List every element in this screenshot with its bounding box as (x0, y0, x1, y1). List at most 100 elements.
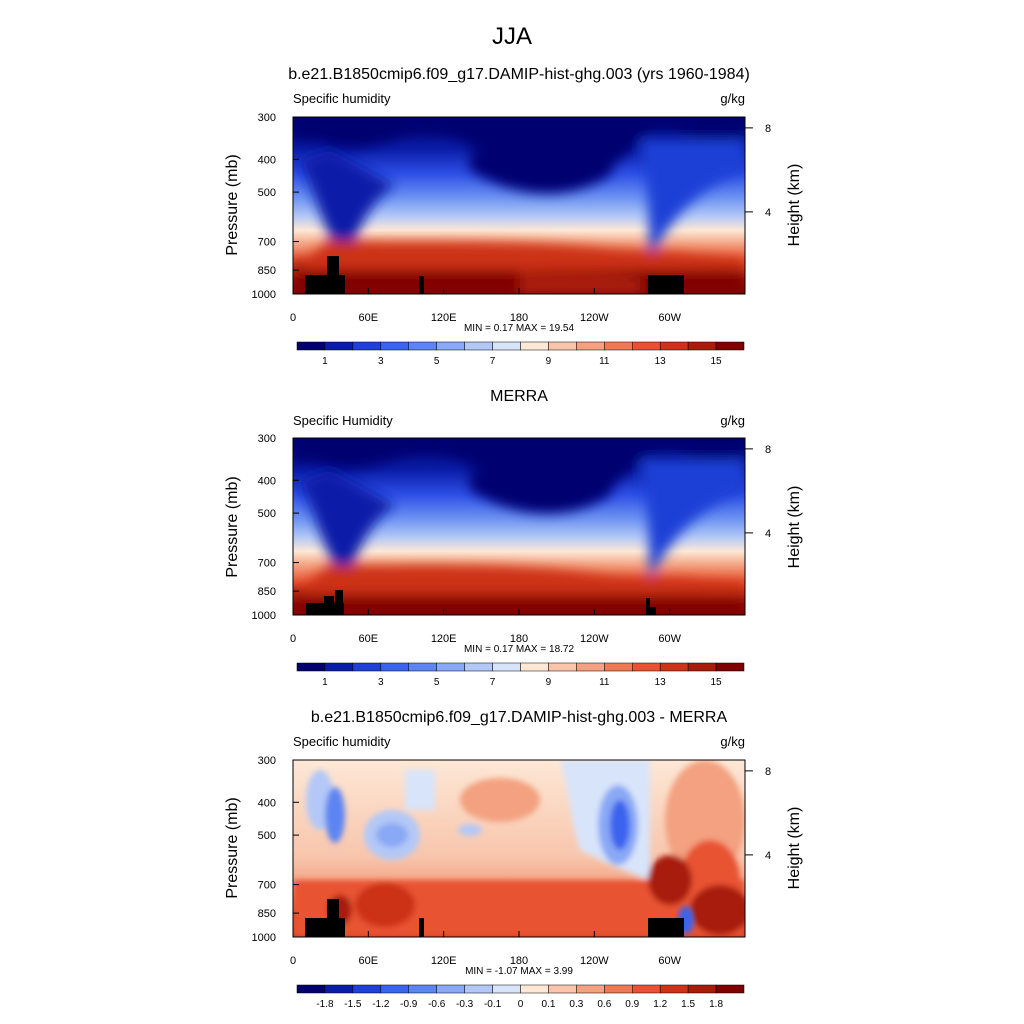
x-tick-label: 120W (580, 633, 609, 645)
colorbar-label: 15 (711, 356, 723, 367)
colorbar-swatch (492, 662, 521, 672)
colorbar-swatch (715, 341, 745, 351)
colorbar-swatch (604, 984, 633, 994)
terrain-mask (305, 899, 684, 937)
x-tick-label: 60E (359, 955, 379, 967)
x-tick-label: 60W (658, 312, 681, 324)
colorbar-swatch (604, 662, 633, 672)
colorbar-label: 3 (378, 356, 384, 367)
y-tick-label: 300 (258, 112, 276, 124)
units-label: g/kg (720, 734, 745, 749)
colorbar-swatch (464, 984, 493, 994)
y-tick-label: 1000 (252, 289, 276, 301)
colorbar-swatch (576, 341, 605, 351)
colorbar-label: 0.6 (597, 999, 611, 1010)
y2-tick-label: 4 (765, 850, 771, 862)
colorbar-swatch (492, 341, 521, 351)
colorbar-swatch (436, 662, 465, 672)
contour-field (293, 117, 745, 294)
colorbar-label: 1.5 (681, 999, 695, 1010)
colorbar-swatch (687, 662, 717, 672)
y-tick-label: 1000 (252, 610, 276, 622)
x-tick-label: 120E (431, 633, 457, 645)
panel-title: b.e21.B1850cmip6.f09_g17.DAMIP-hist-ghg.… (288, 66, 750, 83)
colorbar-swatch (324, 984, 354, 994)
colorbar-label: -0.3 (456, 999, 474, 1010)
colorbar-swatch (408, 662, 437, 672)
colorbar-swatch (659, 984, 689, 994)
colorbar-label: 7 (490, 356, 496, 367)
colorbar-label: 7 (490, 677, 496, 688)
colorbar-swatch (715, 662, 745, 672)
colorbar-swatch (492, 984, 521, 994)
colorbar-label: 0.3 (569, 999, 583, 1010)
y2-tick-label: 8 (765, 766, 771, 778)
x-tick-label: 0 (290, 312, 296, 324)
colorbar-swatch (296, 341, 326, 351)
colorbar-label: -1.5 (344, 999, 362, 1010)
x-tick-label: 60W (658, 633, 681, 645)
colorbar-label: 5 (434, 677, 440, 688)
colorbar: -1.8 -1.5 -1.2 -0.9 -0.6 -0.3 -0.1 0 0.1 0.3 0.6 0.… (296, 984, 745, 1010)
variable-label: Specific humidity (293, 734, 391, 749)
colorbar-swatch (436, 341, 465, 351)
terrain-mask (306, 590, 656, 615)
x-tick-label: 180 (510, 955, 528, 967)
colorbar-label: 9 (546, 677, 552, 688)
colorbar-swatch (548, 984, 577, 994)
colorbar-swatch (380, 662, 409, 672)
terrain-mask (305, 256, 684, 294)
minmax-stats: MIN = 0.17 MAX = 18.72 (464, 644, 574, 655)
y2-tick-label: 8 (765, 123, 771, 135)
panel-title: b.e21.B1850cmip6.f09_g17.DAMIP-hist-ghg.… (311, 709, 728, 726)
colorbar-swatch (352, 341, 382, 351)
contour-field (293, 438, 745, 615)
colorbar-label: 11 (599, 356, 610, 367)
y-tick-label: 850 (258, 586, 276, 598)
y-tick-label: 400 (258, 797, 276, 809)
colorbar-swatch (380, 341, 409, 351)
colorbar-swatch (324, 662, 354, 672)
y2-tick-label: 8 (765, 444, 771, 456)
colorbar-label: 1.2 (653, 999, 667, 1010)
panel-model: b.e21.B1850cmip6.f09_g17.DAMIP-hist-ghg.… (224, 66, 803, 367)
colorbar-swatch (408, 984, 437, 994)
panel-merra: MERRA Specific Humidity g/kg 0 60E 120E 180… (224, 388, 803, 688)
x-tick-label: 180 (510, 312, 528, 324)
colorbar-label: 1 (322, 356, 328, 367)
y-tick-label: 500 (258, 187, 276, 199)
colorbar: 1 3 5 7 9 11 13 15 (296, 662, 745, 688)
x-tick-label: 60W (658, 955, 681, 967)
colorbar: 1 3 5 7 9 11 13 15 (296, 341, 745, 367)
colorbar-swatch (715, 984, 745, 994)
y-tick-label: 700 (258, 558, 276, 570)
panel-title: MERRA (490, 388, 548, 405)
colorbar-swatch (324, 341, 354, 351)
x-tick-label: 120E (431, 312, 457, 324)
y2label: Height (km) (786, 486, 803, 569)
colorbar-swatch (576, 984, 605, 994)
variable-label: Specific humidity (293, 91, 391, 106)
colorbar-label: 15 (711, 677, 723, 688)
colorbar-label: 1 (322, 677, 328, 688)
y2-tick-label: 4 (765, 528, 771, 540)
colorbar-label: 3 (378, 677, 384, 688)
colorbar-swatch (548, 662, 577, 672)
x-tick-label: 60E (359, 312, 379, 324)
minmax-stats: MIN = 0.17 MAX = 19.54 (464, 323, 574, 334)
colorbar-label: 9 (546, 356, 552, 367)
y-tick-label: 300 (258, 755, 276, 767)
colorbar-swatch (576, 662, 605, 672)
colorbar-swatch (408, 341, 437, 351)
colorbar-swatch (296, 662, 326, 672)
ylabel: Pressure (mb) (224, 154, 241, 255)
x-tick-label: 120E (431, 955, 457, 967)
colorbar-label: -0.9 (400, 999, 418, 1010)
y2label: Height (km) (786, 807, 803, 890)
colorbar-swatch (604, 341, 633, 351)
colorbar-swatch (659, 662, 689, 672)
colorbar-label: 13 (655, 677, 667, 688)
y-tick-label: 400 (258, 154, 276, 166)
colorbar-swatch (520, 341, 549, 351)
